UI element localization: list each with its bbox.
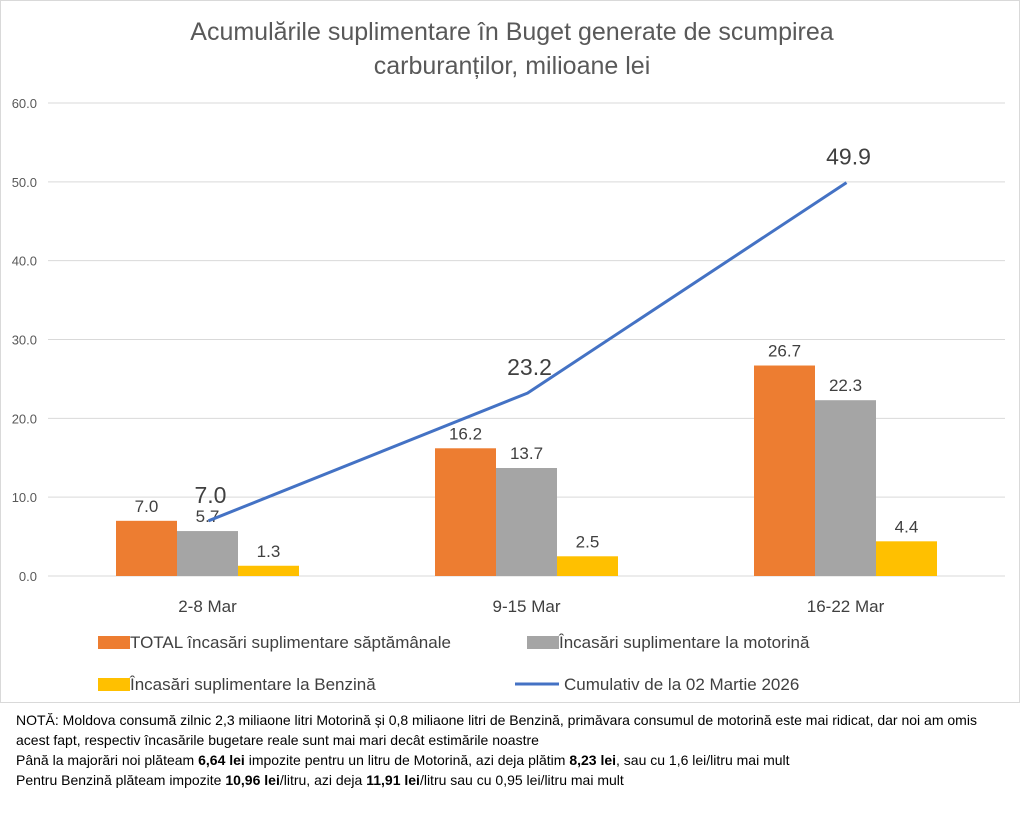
- y-axis: 0.0 10.0 20.0 30.0 40.0 50.0 60.0: [12, 96, 37, 584]
- note-line-2-part-c: impozite pentru un litru de Motorină, az…: [244, 752, 570, 768]
- chart: Acumulările suplimentare în Buget genera…: [12, 18, 1005, 694]
- note-line-3-petrol-new-tax: 11,91 lei: [366, 772, 420, 788]
- bar-data-label: 26.7: [768, 342, 801, 361]
- note-line-3-part-e: /litru sau cu 0,95 lei/litru mai mult: [419, 772, 624, 788]
- line-series: 7.0 23.2 49.9: [195, 144, 871, 523]
- note-line-3: Pentru Benzină plăteam impozite 10,96 le…: [16, 770, 1011, 790]
- bar-data-label: 7.0: [135, 497, 159, 516]
- bar: [754, 365, 815, 576]
- y-tick-label: 0.0: [19, 569, 37, 584]
- legend-swatch: [527, 636, 559, 649]
- y-tick-label: 20.0: [12, 411, 37, 426]
- y-tick-label: 60.0: [12, 96, 37, 111]
- legend-label: Încasări suplimentare la Benzină: [129, 675, 376, 694]
- x-tick-label: 2-8 Mar: [178, 597, 237, 616]
- bar-data-label: 13.7: [510, 444, 543, 463]
- line-data-label: 49.9: [826, 144, 871, 170]
- legend-label: Încasări suplimentare la motorină: [558, 633, 810, 652]
- chart-area: [0, 0, 1020, 703]
- legend: TOTAL încasări suplimentare săptămânale Î…: [98, 633, 810, 694]
- legend-swatch: [98, 636, 130, 649]
- bar: [496, 467, 557, 576]
- line-path: [207, 181, 848, 523]
- y-tick-label: 50.0: [12, 175, 37, 190]
- y-tick-label: 10.0: [12, 490, 37, 505]
- bar-data-label: 1.3: [257, 542, 281, 561]
- bar-data-label: 4.4: [895, 517, 919, 536]
- note-line-2-diesel-new-tax: 8,23 lei: [569, 752, 617, 768]
- line-data-label: 7.0: [195, 482, 227, 508]
- note-line-1: NOTĂ: Moldova consumă zilnic 2,3 miliaon…: [16, 712, 977, 748]
- note-line-3-part-a: Pentru Benzină plăteam impozite: [16, 772, 226, 788]
- note-line-3-part-c: /litru, azi deja: [279, 772, 367, 788]
- bar: [435, 448, 496, 576]
- x-tick-label: 9-15 Mar: [492, 597, 560, 616]
- note: NOTĂ: Moldova consumă zilnic 2,3 miliaon…: [16, 710, 1011, 790]
- bar-series: 7.0 16.2 26.7 5.7 13.7 22.3 1.3 2.5 4.4: [116, 342, 937, 576]
- bar: [238, 565, 299, 576]
- note-line-2-part-a: Până la majorări noi plăteam: [16, 752, 199, 768]
- note-line-2-part-e: , sau cu 1,6 lei/litru mai mult: [616, 752, 790, 768]
- chart-title-line-2: carburanților, milioane lei: [374, 52, 651, 80]
- note-line-2-diesel-old-tax: 6,64 lei: [198, 752, 245, 768]
- bar: [815, 400, 876, 576]
- y-tick-label: 30.0: [12, 333, 37, 348]
- bar-data-label: 16.2: [449, 424, 482, 443]
- bar-data-label: 5.7: [196, 507, 220, 526]
- chart-title-line-1: Acumulările suplimentare în Buget genera…: [190, 18, 834, 46]
- line-data-label: 23.2: [507, 354, 552, 380]
- bar: [116, 520, 177, 576]
- bar: [177, 531, 238, 576]
- legend-label: Cumulativ de la 02 Martie 2026: [564, 675, 799, 694]
- bar-data-label: 2.5: [576, 532, 600, 551]
- x-tick-label: 16-22 Mar: [807, 597, 885, 616]
- bar-data-label: 22.3: [829, 376, 862, 395]
- legend-swatch: [98, 678, 130, 691]
- bar: [557, 556, 618, 576]
- legend-label: TOTAL încasări suplimentare săptămânale: [130, 633, 451, 652]
- note-line-2: Până la majorări noi plăteam 6,64 lei im…: [16, 750, 1011, 770]
- bar: [876, 541, 937, 576]
- note-line-3-petrol-old-tax: 10,96 lei: [225, 772, 280, 788]
- y-tick-label: 40.0: [12, 254, 37, 269]
- x-axis: 2-8 Mar 9-15 Mar 16-22 Mar: [178, 597, 884, 616]
